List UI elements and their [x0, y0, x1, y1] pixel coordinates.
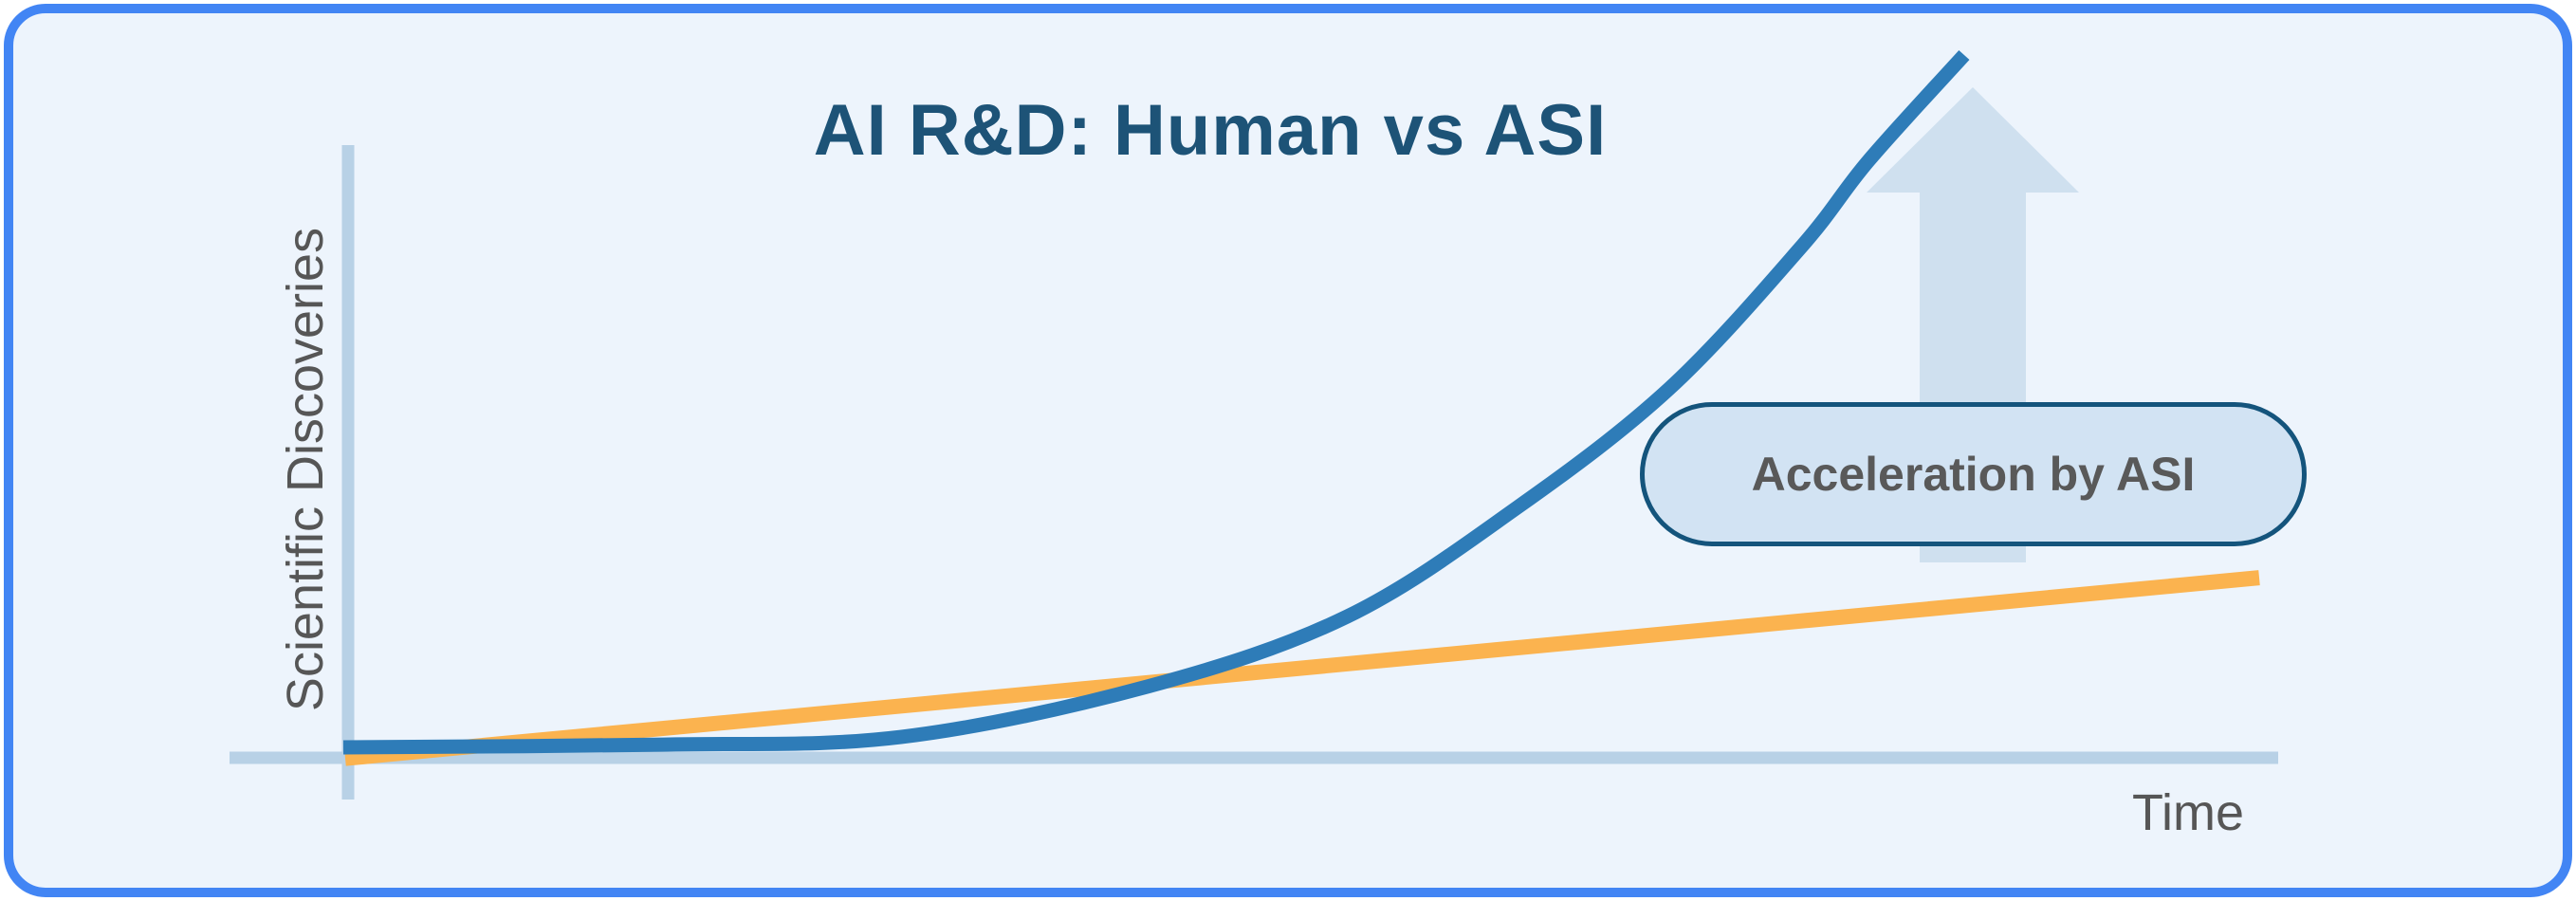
- human-series-line: [344, 570, 2260, 766]
- chart-title: AI R&D: Human vs ASI: [813, 90, 1608, 171]
- x-axis-label: Time: [2132, 784, 2244, 841]
- acceleration-callout-label: Acceleration by ASI: [1751, 448, 2196, 501]
- asi-series-curve: [342, 49, 1970, 755]
- acceleration-callout: Acceleration by ASI: [1640, 402, 2307, 546]
- y-axis-label: Scientific Discoveries: [277, 227, 334, 712]
